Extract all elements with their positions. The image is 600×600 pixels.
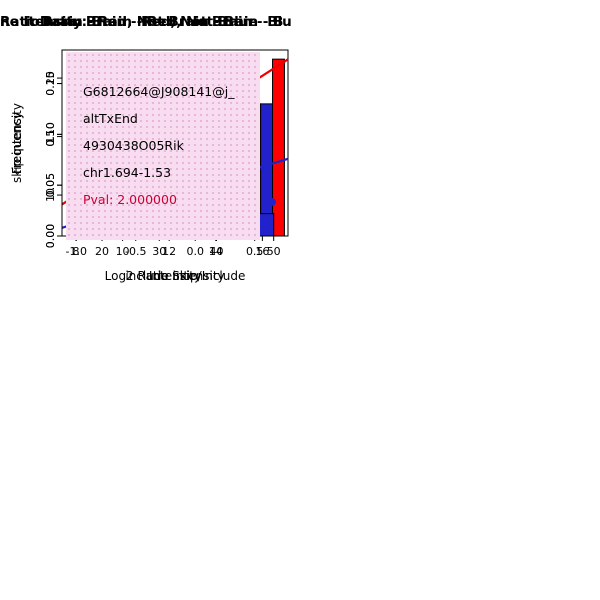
svg-text:0.15: 0.15	[44, 71, 57, 96]
svg-text:-1.0: -1.0	[66, 245, 87, 258]
gene-symbol: 4930438O05Rik	[83, 138, 184, 153]
svg-text:16: 16	[255, 245, 269, 258]
svg-text:0.05: 0.05	[44, 173, 57, 198]
svg-text:Frequency: Frequency	[10, 112, 24, 174]
svg-text:0.00: 0.00	[44, 224, 57, 249]
scatter-plot-title: Brain - Red, Not Brain - Blue	[42, 14, 258, 30]
svg-text:0.00: 0.00	[44, 224, 57, 249]
panel-gene-info: G6812664@J908141@j_ altTxEnd 4930438O05R…	[0, 0, 300, 292]
svg-text:0.0: 0.0	[186, 245, 204, 258]
svg-text:0.10: 0.10	[44, 122, 57, 147]
gene-probe-id: G6812664@J908141@j_	[83, 84, 235, 99]
svg-text:0.15: 0.15	[44, 71, 57, 96]
svg-text:20: 20	[95, 245, 109, 258]
svg-text:40: 40	[209, 245, 223, 258]
gene-info-box: G6812664@J908141@j_ altTxEnd 4930438O05R…	[66, 52, 260, 240]
svg-text:Frequency: Frequency	[10, 112, 24, 174]
gene-locus: chr1.694-1.53	[83, 165, 172, 180]
gene-intensity-histogram-title: ne Itensity: Brain - Red, Not Brain - B	[0, 14, 284, 30]
svg-text:15: 15	[44, 130, 57, 144]
log2ratio-histogram-title: RatioData: Brain - Red, Not Brain - Blu	[0, 14, 292, 30]
svg-text:skip intensity: skip intensity	[10, 103, 24, 183]
svg-text:10: 10	[116, 245, 130, 258]
svg-text:0.10: 0.10	[44, 122, 57, 147]
svg-text:8: 8	[72, 245, 79, 258]
svg-text:10: 10	[44, 188, 57, 202]
svg-text:-0.5: -0.5	[125, 245, 146, 258]
svg-text:0.5: 0.5	[246, 245, 264, 258]
svg-text:14: 14	[209, 245, 223, 258]
svg-text:0.05: 0.05	[44, 173, 57, 198]
svg-text:12: 12	[162, 245, 176, 258]
svg-text:30: 30	[152, 245, 166, 258]
svg-text:50: 50	[267, 245, 281, 258]
gene-event-type: altTxEnd	[83, 111, 138, 126]
svg-text:Log2 Ratio Skip/Include: Log2 Ratio Skip/Include	[105, 269, 246, 283]
svg-text:20: 20	[44, 71, 57, 85]
svg-text:include intensity: include intensity	[125, 269, 224, 283]
svg-text:Intensity: Intensity	[149, 269, 201, 283]
gene-pvalue: Pval: 2.000000	[83, 192, 177, 207]
